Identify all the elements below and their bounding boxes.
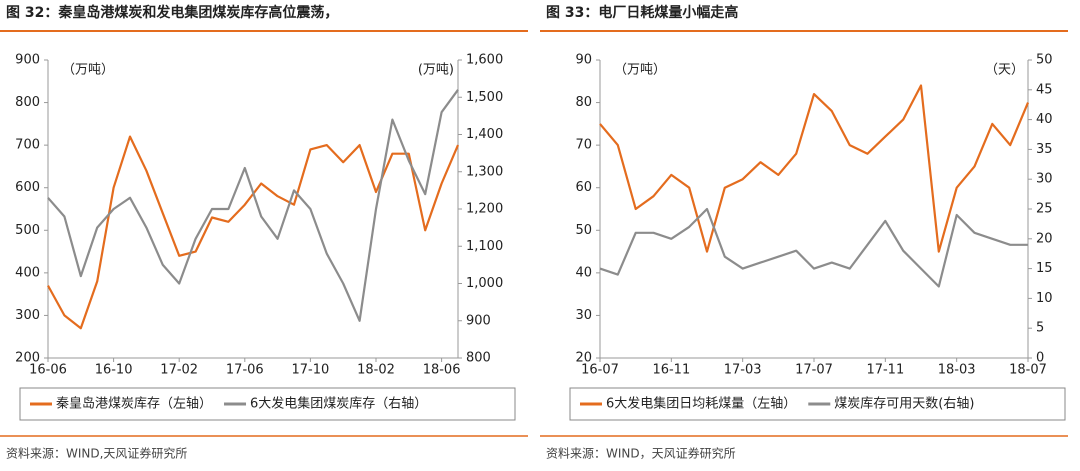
y2-axis-label: （天）: [985, 63, 1024, 78]
x-tick-label: 17-07: [795, 363, 833, 378]
legend-label: 6大发电集团煤炭库存（右轴）: [250, 396, 427, 412]
y-tick-label: 90: [575, 53, 592, 68]
y2-tick-label: 40: [1036, 112, 1053, 127]
x-tick-label: 18-06: [423, 363, 461, 378]
chart-title: 图 33：电厂日耗煤量小幅走高: [546, 4, 738, 21]
legend-label: 煤炭库存可用天数(右轴): [834, 396, 974, 412]
y2-tick-label: 800: [466, 351, 491, 366]
y-tick-label: 800: [15, 95, 40, 110]
y-tick-label: 20: [575, 351, 592, 366]
chart: 图 32：秦皇岛港煤炭和发电集团煤炭库存高位震荡， 200 300 400 500 600…: [0, 4, 528, 461]
x-tick-label: 16-10: [95, 363, 133, 378]
y2-tick-label: 900: [466, 313, 491, 328]
legend-label: 秦皇岛港煤炭库存（左轴）: [56, 396, 212, 412]
x-tick-label: 17-10: [292, 363, 330, 378]
y-tick-label: 200: [15, 351, 40, 366]
y2-tick-label: 1,400: [466, 127, 503, 142]
source: 资料来源：WIND，天风证券研究所: [546, 446, 736, 461]
y2-axis-label: (万吨): [418, 63, 454, 78]
y-tick-label: 900: [15, 53, 40, 68]
x-tick-label: 18-07: [1009, 363, 1047, 378]
y2-tick-label: 1,000: [466, 276, 503, 291]
y2-tick-label: 25: [1036, 202, 1053, 217]
y2-tick-label: 5: [1036, 321, 1044, 336]
y-tick-label: 60: [575, 180, 592, 195]
chart-title: 图 32：秦皇岛港煤炭和发电集团煤炭库存高位震荡，: [6, 4, 338, 21]
y2-tick-label: 30: [1036, 172, 1053, 187]
source: 资料来源：WIND,天风证券研究所: [6, 446, 187, 461]
series-line: [47, 135, 460, 330]
y2-tick-label: 1,500: [466, 90, 503, 105]
y2-tick-label: 45: [1036, 82, 1053, 97]
x-tick-label: 17-06: [226, 363, 264, 378]
legend-box: [19, 387, 516, 421]
y-tick-label: 400: [15, 265, 40, 280]
y-tick-label: 70: [575, 138, 592, 153]
y2-tick-label: 1,200: [466, 202, 503, 217]
y-tick-label: 50: [575, 223, 592, 238]
y2-tick-label: 1,300: [466, 164, 503, 179]
y2-tick-label: 20: [1036, 231, 1053, 246]
x-tick-label: 17-03: [724, 363, 762, 378]
x-tick-label: 16-06: [29, 363, 67, 378]
y-axis-label: （万吨）: [614, 63, 666, 78]
y-tick-label: 500: [15, 223, 40, 238]
y2-tick-label: 1,100: [466, 239, 503, 254]
y-tick-label: 600: [15, 180, 40, 195]
y-tick-label: 80: [575, 95, 592, 110]
x-tick-label: 16-07: [581, 363, 619, 378]
y2-tick-label: 10: [1036, 291, 1053, 306]
chart: 图 33：电厂日耗煤量小幅走高 20 30 40 50 60 70 80 90 0 5 10 15 20 2…: [540, 4, 1068, 461]
y2-tick-label: 50: [1036, 53, 1053, 68]
y-axis-label: （万吨）: [62, 63, 114, 78]
series-line: [599, 207, 1028, 288]
y-tick-label: 300: [15, 308, 40, 323]
y2-tick-label: 0: [1036, 351, 1044, 366]
y2-tick-label: 15: [1036, 261, 1053, 276]
x-tick-label: 18-03: [938, 363, 976, 378]
x-tick-label: 16-11: [652, 363, 690, 378]
y-tick-label: 40: [575, 265, 592, 280]
x-tick-label: 17-02: [160, 363, 198, 378]
y2-tick-label: 35: [1036, 142, 1053, 157]
y-tick-label: 30: [575, 308, 592, 323]
legend-label: 6大发电集团日均耗煤量（左轴）: [606, 396, 796, 412]
series-line: [47, 89, 459, 322]
series-line: [599, 84, 1030, 253]
legend-box: [569, 387, 1066, 421]
x-tick-label: 18-02: [357, 363, 395, 378]
x-tick-label: 17-11: [866, 363, 904, 378]
y-tick-label: 700: [15, 138, 40, 153]
y2-tick-label: 1,600: [466, 53, 503, 68]
